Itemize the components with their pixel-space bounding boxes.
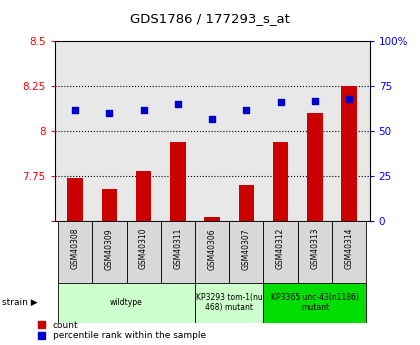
Legend: count, percentile rank within the sample: count, percentile rank within the sample <box>38 321 206 341</box>
Text: KP3365 unc-43(n1186)
mutant: KP3365 unc-43(n1186) mutant <box>271 293 359 313</box>
Bar <box>307 113 323 221</box>
Text: GSM40310: GSM40310 <box>139 228 148 269</box>
Text: strain ▶: strain ▶ <box>2 298 38 307</box>
Point <box>106 110 113 116</box>
Bar <box>92 221 126 283</box>
Bar <box>205 217 220 221</box>
Point <box>346 96 352 101</box>
Bar <box>239 185 254 221</box>
Bar <box>195 283 263 323</box>
Bar <box>332 221 366 283</box>
Bar <box>102 188 117 221</box>
Text: GSM40306: GSM40306 <box>207 228 217 269</box>
Bar <box>161 221 195 283</box>
Point <box>140 107 147 112</box>
Point <box>174 101 181 107</box>
Text: GSM40313: GSM40313 <box>310 228 319 269</box>
Point <box>72 107 79 112</box>
Bar <box>170 142 186 221</box>
Text: GSM40312: GSM40312 <box>276 228 285 269</box>
Bar <box>298 221 332 283</box>
Point <box>243 107 250 112</box>
Point <box>277 100 284 105</box>
Bar <box>58 283 195 323</box>
Bar <box>126 221 161 283</box>
Text: GSM40311: GSM40311 <box>173 228 182 269</box>
Text: GSM40307: GSM40307 <box>242 228 251 269</box>
Bar <box>341 86 357 221</box>
Bar <box>229 221 263 283</box>
Text: KP3293 tom-1(nu
468) mutant: KP3293 tom-1(nu 468) mutant <box>196 293 262 313</box>
Bar <box>263 283 366 323</box>
Text: wildtype: wildtype <box>110 298 143 307</box>
Bar <box>273 142 288 221</box>
Bar <box>136 170 151 221</box>
Bar <box>195 221 229 283</box>
Text: GSM40314: GSM40314 <box>344 228 354 269</box>
Bar <box>68 178 83 221</box>
Text: GSM40309: GSM40309 <box>105 228 114 269</box>
Bar <box>58 221 92 283</box>
Text: GSM40308: GSM40308 <box>71 228 80 269</box>
Bar <box>263 221 298 283</box>
Point <box>312 98 318 104</box>
Point <box>209 116 215 121</box>
Text: GDS1786 / 177293_s_at: GDS1786 / 177293_s_at <box>130 12 290 25</box>
